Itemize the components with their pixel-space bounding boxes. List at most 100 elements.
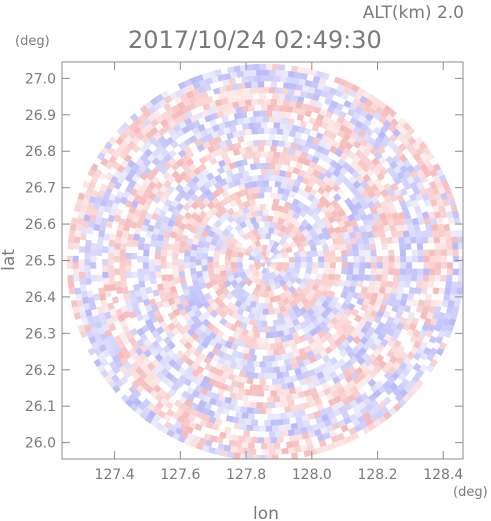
radar-cell xyxy=(413,352,422,361)
radar-cell xyxy=(173,124,182,133)
radar-cell xyxy=(238,147,247,155)
radar-cell xyxy=(287,339,296,347)
radar-cell xyxy=(270,372,277,379)
radar-cell xyxy=(238,183,246,191)
radar-cell xyxy=(180,86,190,95)
radar-cell xyxy=(216,238,224,247)
radar-cell xyxy=(333,226,342,234)
radar-cell xyxy=(241,275,250,283)
radar-cell xyxy=(219,310,228,319)
radar-cell xyxy=(324,256,331,263)
radar-cell xyxy=(307,86,316,94)
radar-cell xyxy=(407,293,415,301)
radar-cell xyxy=(370,268,377,276)
radar-cell xyxy=(308,117,317,125)
radar-cell xyxy=(405,268,412,276)
radar-cell xyxy=(251,99,258,106)
radar-cell xyxy=(415,136,424,145)
radar-cell xyxy=(282,206,290,215)
radar-cell xyxy=(66,255,73,263)
radar-cell xyxy=(337,219,346,228)
radar-cell xyxy=(203,84,212,92)
radar-cell xyxy=(205,133,214,142)
radar-cell xyxy=(404,236,411,244)
radar-cell xyxy=(236,118,245,125)
radar-cell xyxy=(208,177,218,186)
radar-cell xyxy=(226,366,235,375)
radar-cell xyxy=(168,149,177,158)
radar-cell xyxy=(158,289,166,297)
radar-cell xyxy=(99,223,107,232)
radar-cell xyxy=(161,243,168,251)
radar-cell xyxy=(208,273,216,281)
radar-cell xyxy=(79,312,88,320)
radar-cell xyxy=(368,237,376,245)
radar-cell xyxy=(322,115,331,124)
radar-cell xyxy=(446,210,454,219)
radar-cell xyxy=(115,208,123,217)
radar-cell xyxy=(346,108,356,117)
radar-cell xyxy=(230,256,237,263)
radar-cell xyxy=(167,341,176,350)
radar-cell xyxy=(353,191,363,200)
radar-cell xyxy=(287,447,295,454)
radar-cell xyxy=(126,211,135,220)
radar-cell xyxy=(289,203,298,212)
radar-cell xyxy=(362,173,372,183)
radar-cell xyxy=(294,445,302,453)
radar-cell xyxy=(357,159,366,168)
radar-cell xyxy=(185,150,195,159)
radar-cell xyxy=(281,266,289,273)
radar-cell xyxy=(249,235,257,243)
radar-cell xyxy=(375,354,385,363)
radar-cell xyxy=(265,139,273,146)
radar-cell xyxy=(299,250,307,258)
radar-cell xyxy=(327,290,336,299)
radar-cell xyxy=(318,363,328,372)
radar-cell xyxy=(417,217,425,226)
radar-cell xyxy=(152,195,161,204)
radar-cell xyxy=(182,288,191,297)
radar-cell xyxy=(239,94,247,101)
radar-cell xyxy=(190,273,198,281)
radar-cell xyxy=(279,412,287,420)
radar-cell xyxy=(236,256,243,263)
radar-cell xyxy=(359,420,368,430)
radar-cell xyxy=(370,384,379,393)
radar-cell xyxy=(149,240,157,248)
radar-cell xyxy=(82,296,90,305)
radar-cell xyxy=(207,107,216,116)
radar-cell xyxy=(113,249,121,257)
radar-cell xyxy=(214,342,223,351)
radar-cell xyxy=(290,405,298,412)
radar-cell xyxy=(166,331,175,340)
radar-cell xyxy=(180,161,190,171)
radar-cell xyxy=(119,150,128,160)
radar-cell xyxy=(360,286,368,294)
radar-cell xyxy=(444,330,452,339)
radar-cell xyxy=(265,285,272,292)
radar-cell xyxy=(122,190,131,199)
radar-cell xyxy=(196,226,205,235)
radar-cell xyxy=(279,170,287,177)
radar-cell xyxy=(163,153,173,163)
radar-cell xyxy=(198,437,207,446)
radar-cell xyxy=(172,432,181,441)
radar-cell xyxy=(247,330,255,338)
radar-cell xyxy=(340,225,348,234)
radar-cell xyxy=(350,308,359,317)
radar-cell xyxy=(354,120,364,129)
radar-cell xyxy=(197,241,205,249)
radar-cell xyxy=(389,344,399,354)
radar-cell xyxy=(304,376,313,385)
radar-cell xyxy=(312,262,319,269)
radar-cell xyxy=(167,322,176,331)
radar-cell xyxy=(186,180,196,189)
radar-cell xyxy=(123,224,131,232)
radar-cell xyxy=(198,352,207,362)
radar-cell xyxy=(88,320,97,329)
radar-cell xyxy=(414,287,422,295)
radar-cell xyxy=(377,385,387,394)
radar-cell xyxy=(134,366,144,375)
radar-cell xyxy=(317,186,326,195)
